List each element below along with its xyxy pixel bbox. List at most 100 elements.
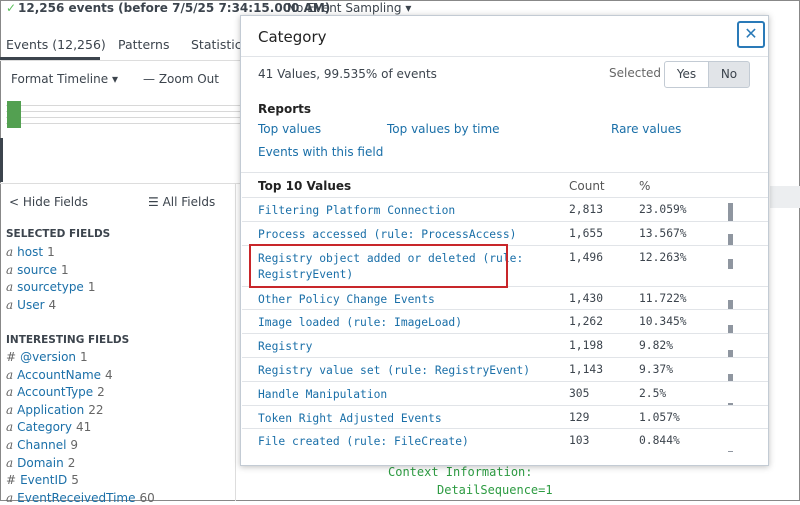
count: 129 xyxy=(569,411,589,424)
value-link[interactable]: Other Policy Change Events xyxy=(258,292,554,308)
value-link[interactable]: Registry xyxy=(258,339,554,355)
table-row: Image loaded (rule: ImageLoad) 1,262 10.34… xyxy=(242,309,768,333)
percent: 9.82% xyxy=(639,339,673,352)
field-name: sourcetype xyxy=(17,280,84,294)
field-name: AccountType xyxy=(17,385,93,399)
event-count: 12,256 events (before 7/5/25 7:34:15.000… xyxy=(18,1,330,15)
field[interactable]: a sourcetype 1 xyxy=(6,280,95,294)
tab[interactable]: Patterns xyxy=(118,37,169,52)
field-name: @version xyxy=(20,350,76,364)
value-link[interactable]: File created (rule: FileCreate) xyxy=(258,434,554,450)
count: 305 xyxy=(569,387,589,400)
format-timeline[interactable]: Format Timeline ▾ xyxy=(11,72,118,86)
field[interactable]: # @version 1 xyxy=(6,350,88,364)
zoom-out[interactable]: — Zoom Out xyxy=(143,72,219,86)
field[interactable]: aApplication22 xyxy=(6,403,104,417)
field-name: Application xyxy=(17,403,84,417)
report-link[interactable]: Rare values xyxy=(611,122,681,136)
percent: 11.722% xyxy=(639,292,687,305)
count: 1,143 xyxy=(569,363,603,376)
value-link[interactable]: Token Right Adjusted Events xyxy=(258,411,554,427)
report-link[interactable]: Top values xyxy=(258,122,321,136)
field-popup: Category ✕ 41 Values, 99.535% of events … xyxy=(240,15,769,466)
field-name: Domain xyxy=(17,456,64,470)
field[interactable]: #EventID5 xyxy=(6,473,79,487)
percent: 0.844% xyxy=(639,434,680,447)
section-title: INTERESTING FIELDS xyxy=(6,334,129,346)
field-count: 1 xyxy=(80,350,88,364)
tab[interactable]: Events (12,256) xyxy=(6,37,106,52)
percent: 1.057% xyxy=(639,411,680,424)
count: 1,262 xyxy=(569,315,603,328)
field-type: a xyxy=(6,438,13,452)
count: 1,496 xyxy=(569,251,603,264)
timeline xyxy=(6,100,240,128)
field-type: a xyxy=(6,456,13,470)
report-link[interactable]: Events with this field xyxy=(258,145,383,159)
value-link[interactable]: Handle Manipulation xyxy=(258,387,554,403)
check-icon: ✓ xyxy=(6,1,16,15)
report-link[interactable]: Top values by time xyxy=(387,122,500,136)
field[interactable]: aUser4 xyxy=(6,298,56,312)
field-count: 2 xyxy=(68,456,76,470)
percent: 10.345% xyxy=(639,315,687,328)
table-header: Top 10 Values xyxy=(258,179,351,193)
percent: 2.5% xyxy=(639,387,666,400)
yes-button[interactable]: Yes xyxy=(664,61,709,88)
close-button[interactable]: ✕ xyxy=(737,21,765,48)
field-type: a xyxy=(6,298,13,312)
value-link[interactable]: Image loaded (rule: ImageLoad) xyxy=(258,315,554,331)
field-type: a xyxy=(6,368,13,382)
table-row: Registry value set (rule: RegistryEvent)… xyxy=(242,357,768,381)
no-button[interactable]: No xyxy=(708,61,750,88)
tab-line xyxy=(0,60,240,61)
separator xyxy=(0,183,240,184)
value-link[interactable]: Registry value set (rule: RegistryEvent) xyxy=(258,363,554,379)
hide-label: Hide Fields xyxy=(23,195,88,209)
field-count: 1 xyxy=(88,280,96,294)
count: 1,655 xyxy=(569,227,603,240)
field-count: 60 xyxy=(140,491,155,505)
count: 2,813 xyxy=(569,203,603,216)
percent-bar xyxy=(728,300,733,309)
sampling[interactable]: No Event Sampling ▾ xyxy=(287,1,411,15)
all-label: All Fields xyxy=(163,195,216,209)
field[interactable]: aAccountType2 xyxy=(6,385,105,399)
divider xyxy=(241,172,768,173)
table-row: Filtering Platform Connection2,81323.059… xyxy=(242,197,768,221)
field[interactable]: ahost1 xyxy=(6,245,55,259)
field-type: a xyxy=(6,263,13,277)
field-type: a xyxy=(6,420,13,434)
value-link[interactable]: Filtering Platform Connection xyxy=(258,203,554,219)
field[interactable]: a Domain 2 xyxy=(6,456,75,470)
field-name: Channel xyxy=(17,438,66,452)
field[interactable]: aEventReceivedTime60 xyxy=(6,491,155,505)
format-label: Format Timeline xyxy=(11,72,108,86)
percent-bar xyxy=(728,259,733,269)
percent-bar xyxy=(728,203,733,221)
table-row: Other Policy Change Events1,43011.722% xyxy=(242,286,768,310)
event-text: Context Information: xyxy=(388,465,533,479)
value-link[interactable]: Process accessed (rule: ProcessAccess) xyxy=(258,227,554,243)
field-name: User xyxy=(17,298,44,312)
table-row: Registry1,1989.82% xyxy=(242,333,768,357)
table-row: Process accessed (rule: ProcessAccess) 1,… xyxy=(242,221,768,245)
field-count: 1 xyxy=(61,263,69,277)
field[interactable]: asource1 xyxy=(6,263,69,277)
count: 103 xyxy=(569,434,589,447)
hide-fields[interactable]: < Hide Fields xyxy=(9,195,88,209)
table-row: Token Right Adjusted Events 129 1.057% xyxy=(242,405,768,429)
field-name: Category xyxy=(17,420,72,434)
field[interactable]: aAccountName4 xyxy=(6,368,113,382)
field-type: # xyxy=(6,350,16,364)
field[interactable]: aCategory41 xyxy=(6,420,91,434)
sidebar-border xyxy=(235,183,236,501)
percent: 9.37% xyxy=(639,363,673,376)
field[interactable]: aChannel9 xyxy=(6,438,78,452)
field-type: a xyxy=(6,280,13,294)
table-header: % xyxy=(639,179,650,193)
highlight-box xyxy=(249,244,508,288)
all-fields[interactable]: ☰ All Fields xyxy=(148,195,215,209)
percent: 12.263% xyxy=(639,251,687,264)
field-type: a xyxy=(6,385,13,399)
